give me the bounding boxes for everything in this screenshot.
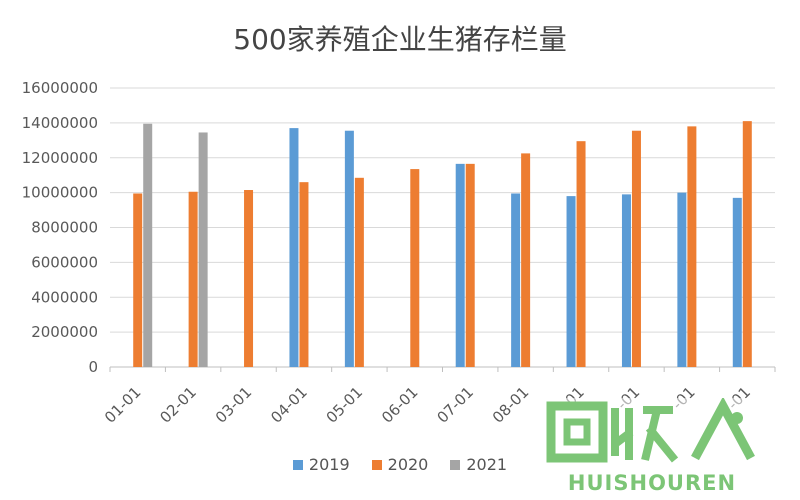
x-tick-label: 08-01 [489, 383, 533, 427]
bar-2020-10-01 [631, 130, 641, 367]
bar-2020-08-01 [521, 153, 531, 367]
bar-2020-01-01 [133, 193, 143, 367]
y-tick-label: 8000000 [31, 219, 98, 237]
bar-2020-04-01 [299, 182, 309, 367]
legend-item-2021: 2021 [450, 455, 507, 474]
bar-2021-02-01 [198, 132, 208, 367]
bar-2020-09-01 [576, 141, 586, 367]
legend-swatch-2020 [371, 459, 382, 470]
y-tick-label: 14000000 [22, 114, 98, 132]
y-tick-label: 4000000 [31, 288, 98, 306]
legend-item-2019: 2019 [292, 455, 350, 474]
y-tick-label: 10000000 [22, 184, 98, 202]
x-tick-label: 06-01 [378, 383, 422, 427]
bar-2019-07-01 [455, 163, 465, 367]
x-tick-label: 04-01 [267, 383, 311, 427]
bar-2021-01-01 [143, 123, 153, 367]
legend-swatch-2019 [292, 459, 303, 470]
bar-2020-11-01 [687, 126, 697, 367]
y-tick-label: 2000000 [31, 323, 98, 341]
legend-label-2020: 2020 [387, 455, 429, 474]
bar-2019-12-01 [732, 197, 742, 367]
legend: 2019 2020 2021 [0, 455, 800, 474]
x-tick-label: 02-01 [156, 383, 200, 427]
bar-2019-04-01 [289, 128, 299, 367]
y-tick-label: 6000000 [31, 253, 98, 271]
bar-2019-10-01 [621, 194, 631, 367]
y-tick-label: 12000000 [22, 149, 98, 167]
bar-2020-05-01 [354, 177, 364, 367]
bar-2019-11-01 [677, 192, 687, 367]
svg-text:HUISHOUREN: HUISHOUREN [568, 471, 736, 495]
bar-2020-03-01 [244, 190, 254, 367]
chart-title: 500家养殖企业生猪存栏量 [233, 23, 567, 56]
bar-2019-05-01 [344, 130, 354, 367]
bar-2020-12-01 [742, 121, 752, 367]
x-tick-label: 07-01 [433, 383, 477, 427]
bar-2019-09-01 [566, 196, 576, 367]
legend-item-2020: 2020 [371, 455, 429, 474]
legend-label-2019: 2019 [308, 455, 350, 474]
legend-label-2021: 2021 [466, 455, 508, 474]
bar-2019-08-01 [511, 193, 521, 367]
bar-2020-06-01 [410, 169, 420, 367]
x-tick-label: 01-01 [101, 383, 145, 427]
y-tick-label: 16000000 [22, 79, 98, 97]
legend-swatch-2021 [450, 459, 461, 470]
watermark-logo: HUISHOUREN [545, 398, 760, 496]
x-tick-label: 03-01 [212, 383, 256, 427]
y-tick-label: 0 [88, 358, 98, 376]
bar-2020-07-01 [465, 163, 475, 367]
x-tick-label: 05-01 [323, 383, 367, 427]
bar-2020-02-01 [188, 191, 198, 367]
